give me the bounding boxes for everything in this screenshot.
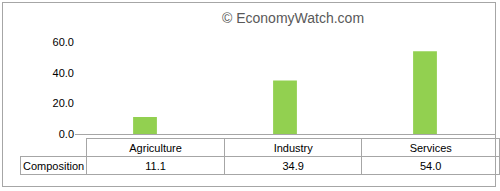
svg-text:© EconomyWatch.com: © EconomyWatch.com [222, 10, 364, 26]
html-text:Agriculture: Agriculture [129, 141, 182, 154]
html-text:Industry: Industry [273, 141, 313, 154]
html-text:11.1: 11.1 [145, 159, 166, 172]
html-text:54.0: 54.0 [420, 159, 442, 172]
svg-text:20.0: 20.0 [53, 97, 74, 109]
svg-text:40.0: 40.0 [53, 67, 74, 79]
svg-text:0.0: 0.0 [58, 127, 74, 140]
svg-text:60.0: 60.0 [53, 36, 74, 48]
html-text:34.9: 34.9 [282, 159, 304, 172]
html-text:Services: Services [409, 141, 452, 154]
html-text:Composition: Composition [23, 159, 85, 172]
